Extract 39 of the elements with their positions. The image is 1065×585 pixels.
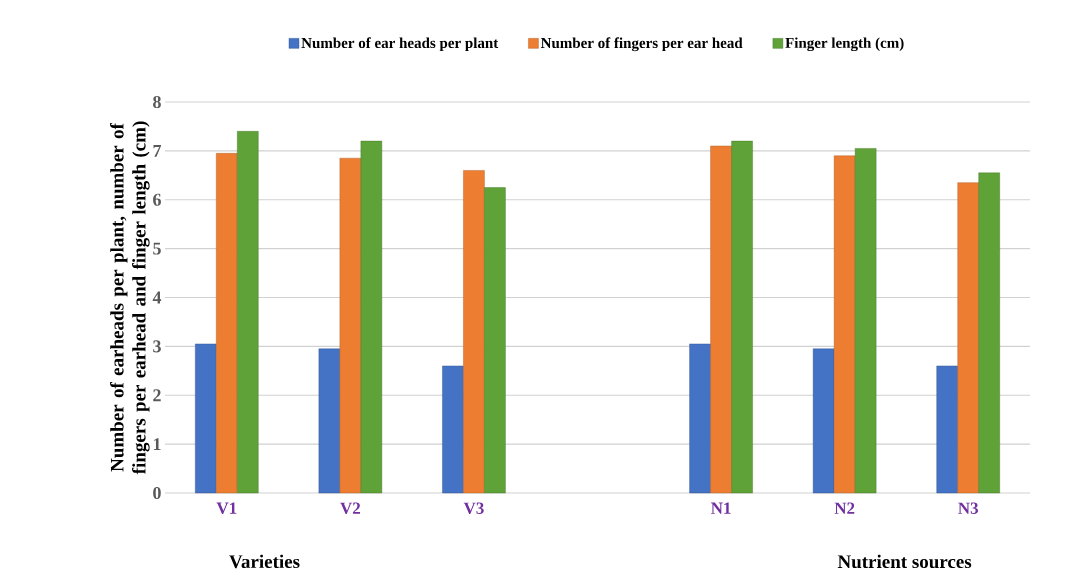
- bar: [339, 158, 362, 494]
- bar: [689, 343, 711, 494]
- bar: [360, 140, 383, 494]
- y-tick-label: 6: [153, 193, 161, 206]
- x-tick-label: N2: [834, 502, 855, 514]
- y-tick-label: 5: [153, 242, 161, 255]
- bar: [216, 153, 238, 494]
- text: Nutrient sources: [837, 554, 972, 569]
- bar: [237, 131, 259, 494]
- bar: [833, 155, 856, 494]
- bar: [195, 343, 217, 494]
- y-tick-label: 8: [153, 95, 161, 109]
- y-tick-label: 0: [153, 486, 161, 500]
- y-axis-title: Number of earheads per plant, number of fingers per earhead and finger length (cm): [110, 121, 150, 475]
- bar: [484, 187, 506, 494]
- bar: [854, 148, 877, 494]
- legend-label: Number of fingers per ear head: [540, 37, 743, 52]
- x-tick-label: N1: [711, 502, 731, 514]
- bar: [442, 365, 464, 494]
- x-tick-label: V1: [216, 502, 237, 514]
- bar: [731, 140, 753, 494]
- y-tick-label: 3: [153, 340, 161, 353]
- text: Varieties: [229, 554, 300, 569]
- x-tick-label: N3: [958, 502, 979, 514]
- y-tick-label: 2: [153, 389, 161, 402]
- bar: [463, 170, 485, 494]
- legend-label: Finger length (cm): [785, 37, 904, 52]
- y-tick-label: 4: [152, 291, 162, 304]
- y-tick-label: 1: [153, 438, 161, 451]
- bar: [957, 182, 979, 494]
- bar: [710, 145, 732, 494]
- y-tick-label: 7: [153, 144, 162, 157]
- legend-label: Number of ear heads per plant: [301, 37, 499, 52]
- bar: [812, 348, 835, 494]
- x-tick-label: V3: [463, 502, 484, 515]
- x-tick-label: V2: [340, 502, 361, 515]
- bar: [318, 348, 341, 494]
- bar: [978, 172, 1000, 494]
- bar: [936, 365, 958, 494]
